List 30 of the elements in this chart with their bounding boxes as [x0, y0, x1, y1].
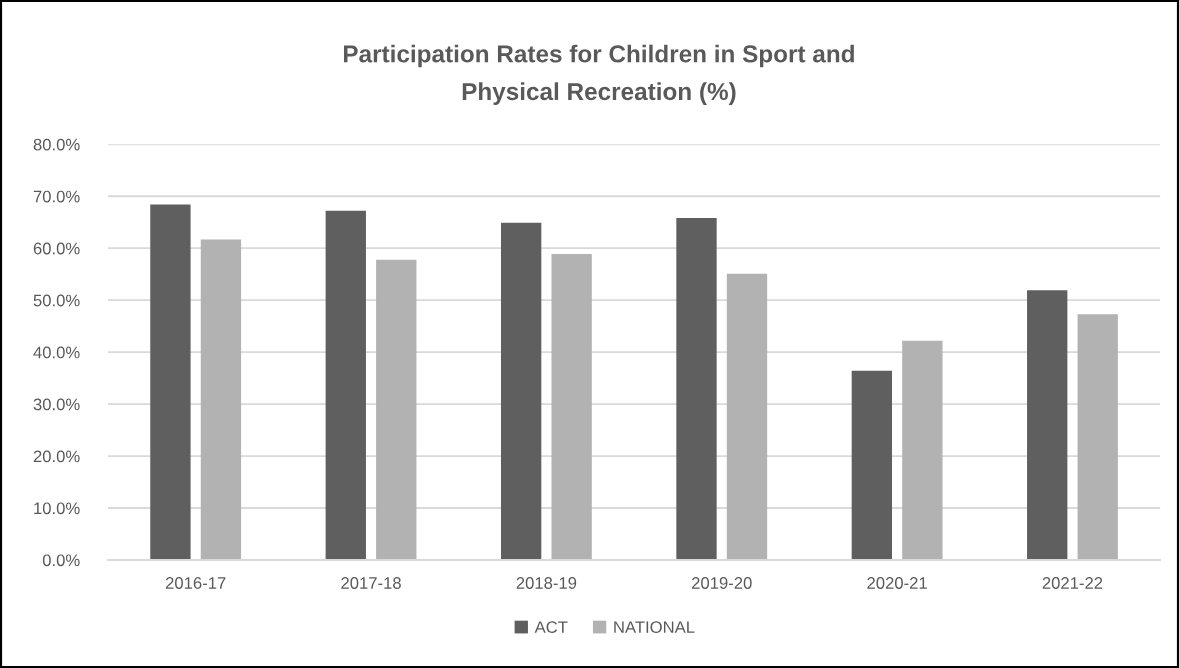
- chart-title: Participation Rates for Children in Sport and Physical Recreation (%): [343, 44, 854, 105]
- bar: [851, 370, 893, 560]
- x-tick-label: 2020-21: [867, 577, 927, 589]
- bar: [325, 210, 366, 560]
- bar: [376, 259, 417, 560]
- bar: [551, 253, 592, 560]
- y-tick-label: 50.0%: [33, 294, 80, 307]
- bar: [1077, 314, 1118, 560]
- bar: [726, 273, 768, 560]
- y-tick-label: 40.0%: [33, 346, 80, 359]
- y-tick-label: 30.0%: [33, 398, 80, 411]
- x-tick-label: 2016-17: [165, 577, 226, 589]
- y-tick-label: 0.0%: [42, 554, 80, 567]
- y-tick-label: 20.0%: [33, 450, 80, 463]
- x-tick-label: 2019-20: [692, 577, 752, 589]
- bar: [902, 340, 943, 560]
- bar: [500, 222, 542, 560]
- bar: [676, 218, 717, 560]
- x-tick-label: 2021-22: [1042, 577, 1103, 589]
- x-tick-label: 2018-19: [516, 577, 577, 589]
- bar: [150, 204, 191, 560]
- legend-label: ACT: [534, 621, 568, 634]
- bar: [1027, 290, 1068, 560]
- y-tick-label: 80.0%: [33, 138, 80, 151]
- y-tick-label: 60.0%: [33, 242, 80, 255]
- legend-label: NATIONAL: [614, 621, 695, 634]
- y-tick-label: 10.0%: [34, 502, 80, 515]
- y-tick-label: 70.0%: [33, 190, 80, 203]
- bar: [200, 239, 242, 560]
- x-tick-label: 2017-18: [341, 577, 401, 589]
